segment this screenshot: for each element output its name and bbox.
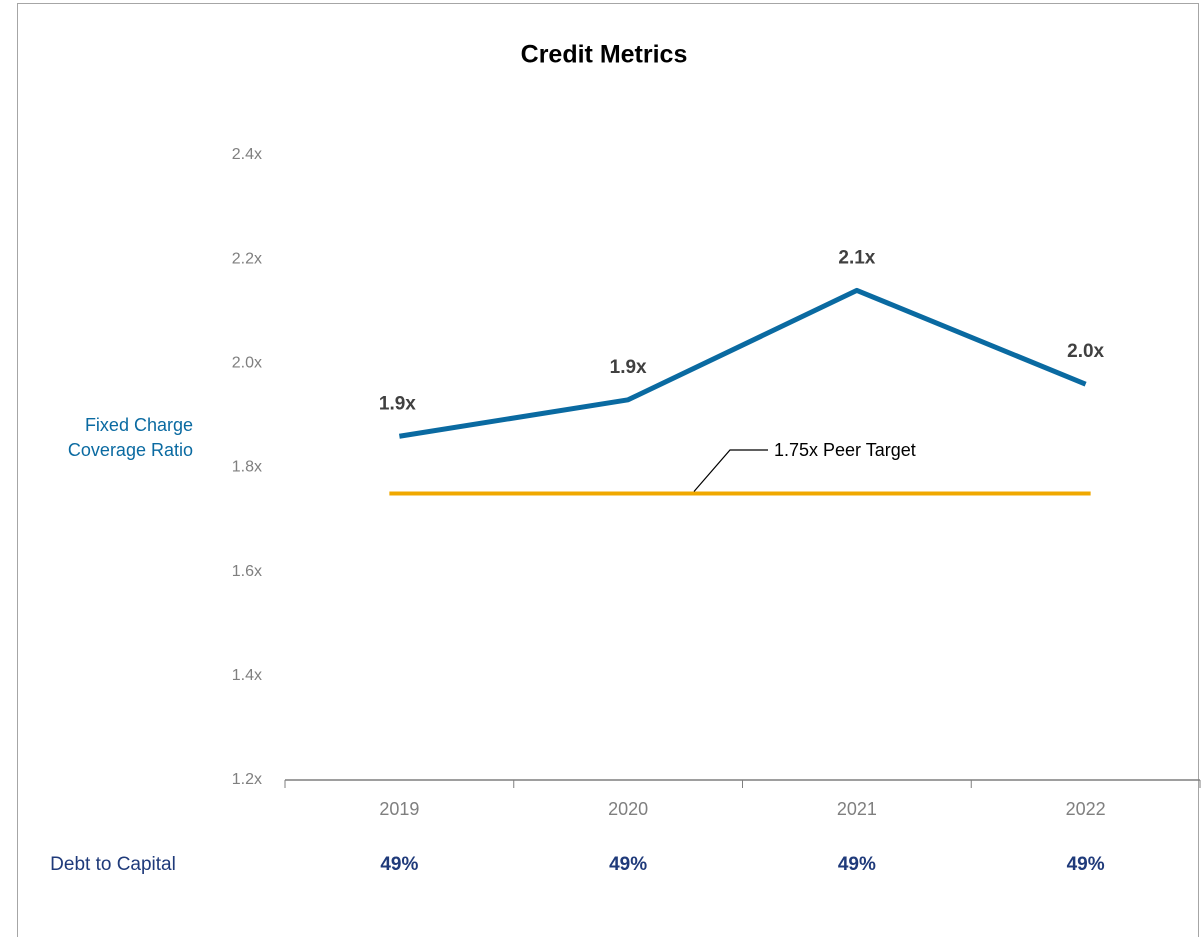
data-label: 1.9x [379,393,416,414]
row-value: 49% [838,854,876,875]
data-label: 1.9x [610,357,647,378]
reference-leader [693,449,768,492]
x-tick-label: 2020 [608,799,648,819]
y-tick-label: 2.2x [232,250,262,267]
reference-label: 1.75x Peer Target [774,440,916,460]
x-tick-label: 2022 [1066,799,1106,819]
y-tick-label: 1.8x [232,459,262,476]
y-tick-label: 1.2x [232,771,262,788]
y-tick-label: 2.0x [232,355,262,372]
data-label: 2.1x [838,247,875,268]
y-tick-label: 1.4x [232,667,262,684]
row-value: 49% [1067,854,1105,875]
y-tick-label: 1.6x [232,563,262,580]
y-axis-label: Coverage Ratio [68,440,193,460]
y-axis-label: Fixed Charge [85,415,193,435]
x-tick-label: 2021 [837,799,877,819]
chart-frame [17,3,1199,937]
y-tick-label: 2.4x [232,146,262,163]
row-value: 49% [609,854,647,875]
x-tick-label: 2019 [379,799,419,819]
chart-title: Credit Metrics [521,41,688,69]
series-line [398,287,1087,439]
row-label: Debt to Capital [50,854,176,875]
data-label: 2.0x [1067,341,1104,362]
row-value: 49% [380,854,418,875]
